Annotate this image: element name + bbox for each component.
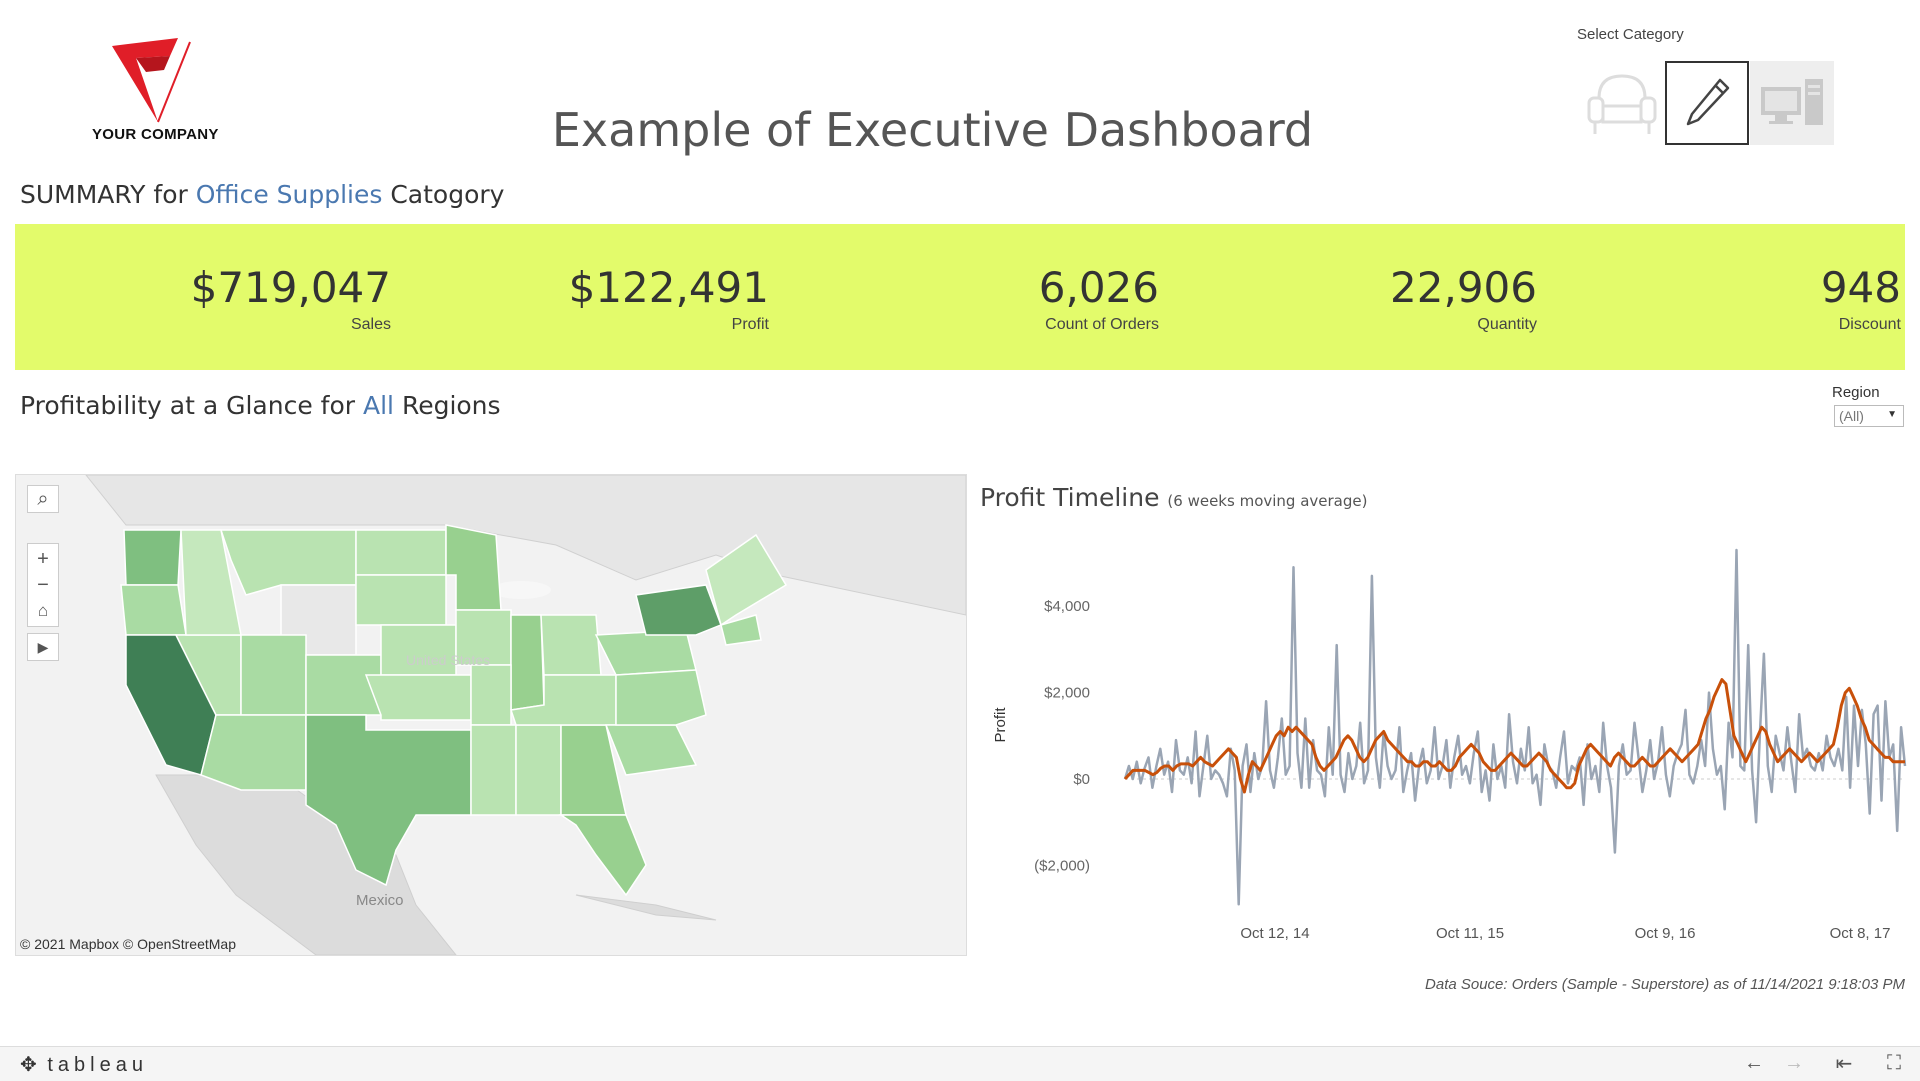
map-label-mexico: Mexico — [356, 892, 404, 909]
play-icon: ▶ — [37, 638, 49, 655]
computer-icon — [1761, 79, 1823, 125]
tableau-brand-text: tableau — [47, 1054, 148, 1076]
category-furniture-button[interactable] — [1580, 61, 1664, 145]
profitability-title: Profitability at a Glance for All Region… — [20, 391, 501, 420]
pencil-icon — [1686, 78, 1730, 126]
kpi-label: Count of Orders — [1045, 316, 1159, 333]
fullscreen-button[interactable]: ⛶ — [1880, 1050, 1908, 1076]
map-attribution: © 2021 Mapbox © OpenStreetMap — [20, 936, 236, 952]
kpi-value: 948 — [1820, 263, 1901, 312]
company-logo — [108, 36, 192, 131]
tableau-logo-icon: ✥ — [20, 1054, 37, 1076]
tableau-footer — [0, 1046, 1920, 1081]
logo-text: YOUR COMPANY — [92, 126, 219, 143]
kpi-label: Discount — [1838, 316, 1901, 333]
tableau-brand[interactable]: ✥ tableau — [20, 1052, 148, 1077]
data-source-note: Data Souce: Orders (Sample - Superstore)… — [1425, 976, 1905, 993]
x-tick-label: Oct 9, 16 — [1635, 925, 1696, 942]
undo-icon: ← — [1744, 1051, 1764, 1074]
kpi-count-of-orders: 6,026 Count of Orders — [1039, 264, 1159, 334]
x-tick-label: Oct 8, 17 — [1830, 925, 1891, 942]
profitability-prefix: Profitability at a Glance for — [20, 391, 363, 420]
kpi-label: Profit — [731, 316, 769, 333]
profit-timeline-chart[interactable]: $4,000 $2,000 $0 ($2,000) Oct 12, 14 Oct 11, … — [975, 530, 1920, 960]
undo-button[interactable]: ← — [1740, 1050, 1768, 1076]
zoom-out-icon[interactable]: − — [37, 574, 49, 596]
revert-button[interactable]: ⇤ — [1830, 1050, 1858, 1076]
map-zoom-group: + − ⌂ — [27, 543, 59, 627]
armchair-icon — [1587, 74, 1657, 134]
map-pan-button[interactable]: ▶ — [27, 633, 59, 661]
y-axis-label: Profit — [992, 707, 1009, 743]
x-axis-label: Week of Order Date — [1448, 959, 1581, 960]
kpi-value: 22,906 — [1390, 263, 1537, 312]
y-tick-label: ($2,000) — [1034, 857, 1090, 874]
fullscreen-icon: ⛶ — [1887, 1051, 1901, 1074]
kpi-band: $719,047 Sales $122,491 Profit 6,026 Cou… — [15, 224, 1905, 370]
zoom-in-icon[interactable]: + — [37, 548, 49, 570]
dropdown-arrow-icon: ▼ — [1887, 409, 1897, 420]
kpi-sales: $719,047 Sales — [191, 264, 391, 334]
logo-mark-icon — [112, 38, 191, 123]
region-filter-value: (All) — [1839, 408, 1864, 424]
x-tick-label: Oct 11, 15 — [1436, 925, 1504, 942]
category-office-supplies-button[interactable] — [1665, 61, 1749, 145]
kpi-discount: 948 Discount — [1821, 264, 1901, 334]
chart-subtitle: (6 weeks moving average) — [1167, 492, 1368, 510]
redo-button[interactable]: → — [1780, 1050, 1808, 1076]
kpi-label: Sales — [350, 316, 391, 333]
revert-icon: ⇤ — [1835, 1052, 1853, 1075]
search-icon: ⌕ — [37, 487, 49, 510]
us-profit-map[interactable]: United States Mexico — [15, 474, 967, 956]
profitability-region: All — [363, 391, 394, 420]
page-title: Example of Executive Dashboard — [551, 103, 1314, 157]
kpi-value: $719,047 — [190, 263, 391, 312]
kpi-label: Quantity — [1477, 316, 1537, 333]
chart-title-text: Profit Timeline — [980, 483, 1160, 512]
summary-category: Office Supplies — [195, 180, 383, 209]
redo-icon: → — [1784, 1051, 1804, 1074]
region-filter-select[interactable]: (All) ▼ — [1834, 405, 1904, 427]
home-icon[interactable]: ⌂ — [37, 601, 49, 620]
map-canvas: United States Mexico — [16, 475, 966, 955]
map-label-us: United States — [406, 652, 490, 668]
region-filter-label: Region — [1832, 384, 1880, 401]
x-tick-label: Oct 12, 14 — [1240, 925, 1309, 942]
select-category-label: Select Category — [1577, 26, 1684, 43]
y-tick-label: $4,000 — [1044, 598, 1090, 615]
profitability-suffix: Regions — [394, 391, 501, 420]
summary-title: SUMMARY for Office Supplies Catogory — [20, 180, 504, 209]
y-tick-label: $0 — [1073, 771, 1090, 788]
moving-average-line — [1123, 678, 1905, 794]
summary-prefix: SUMMARY for — [20, 180, 196, 209]
chart-title: Profit Timeline (6 weeks moving average) — [980, 483, 1367, 512]
kpi-profit: $122,491 Profit — [569, 264, 769, 334]
map-search-button[interactable]: ⌕ — [27, 485, 59, 513]
kpi-value: 6,026 — [1038, 263, 1159, 312]
kpi-quantity: 22,906 Quantity — [1390, 264, 1537, 334]
profit-series-line — [1123, 548, 1907, 906]
summary-suffix: Catogory — [382, 180, 505, 209]
kpi-value: $122,491 — [568, 263, 769, 312]
category-technology-button[interactable] — [1750, 61, 1834, 145]
y-tick-label: $2,000 — [1044, 685, 1090, 702]
